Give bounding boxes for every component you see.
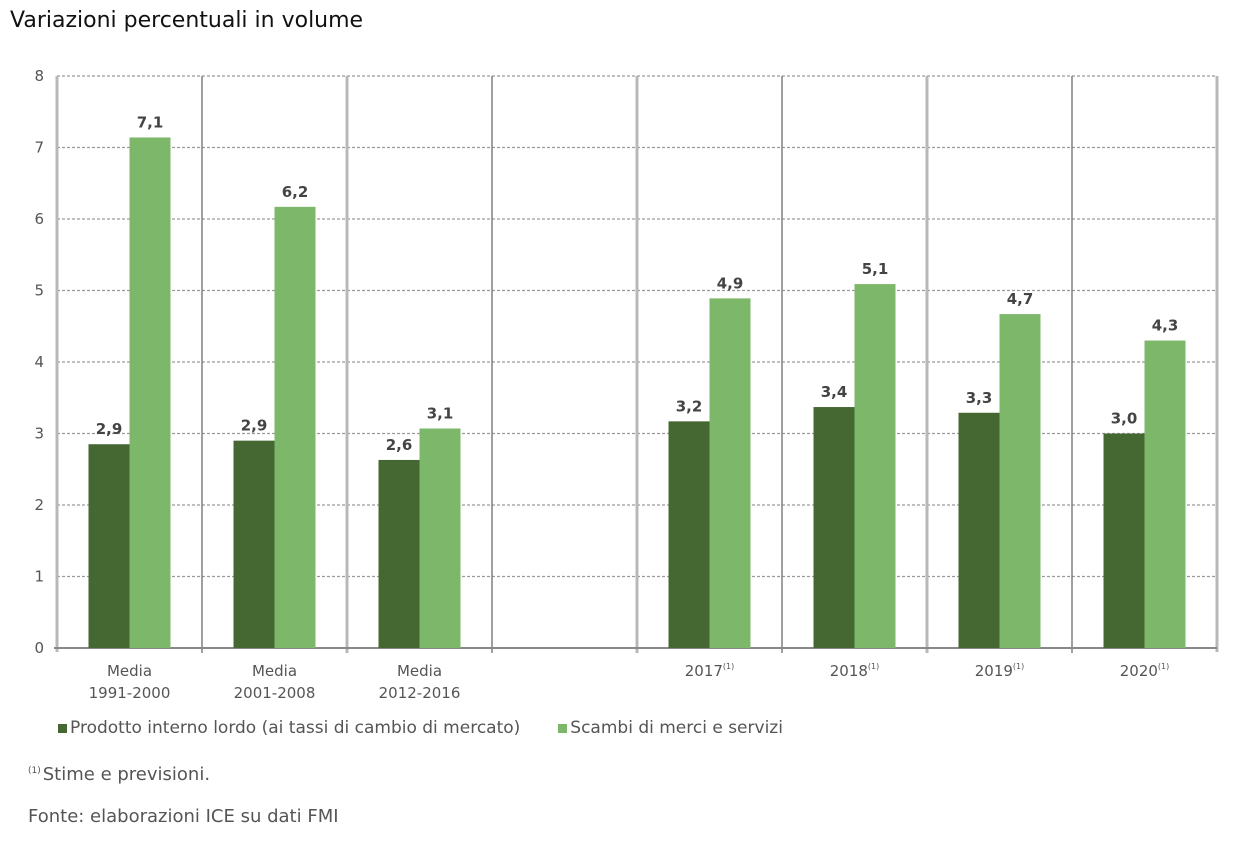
bar-gdp bbox=[958, 412, 1000, 648]
footnote-text: Stime e previsioni. bbox=[42, 764, 211, 785]
legend-item-gdp: Prodotto interno lordo (ai tassi di camb… bbox=[58, 718, 520, 738]
legend: Prodotto interno lordo (ai tassi di camb… bbox=[58, 718, 783, 738]
x-tick-label: Media bbox=[252, 662, 297, 680]
y-tick-label: 7 bbox=[34, 139, 44, 157]
bar-trade bbox=[129, 137, 171, 649]
x-tick-label: 2018(1) bbox=[830, 662, 880, 680]
x-tick-label: 2019(1) bbox=[975, 662, 1025, 680]
x-tick-label: Media bbox=[397, 662, 442, 680]
y-tick-label: 2 bbox=[34, 496, 44, 514]
legend-swatch-gdp bbox=[58, 723, 67, 733]
bar-trade bbox=[854, 284, 896, 648]
data-label: 2,6 bbox=[386, 436, 413, 454]
bar-gdp bbox=[233, 440, 275, 648]
data-label: 5,1 bbox=[862, 260, 889, 278]
data-label: 3,2 bbox=[676, 397, 703, 415]
bar-trade bbox=[709, 298, 751, 648]
data-label: 3,1 bbox=[427, 404, 454, 422]
bar-gdp bbox=[1103, 433, 1145, 648]
chart-title: Variazioni percentuali in volume bbox=[10, 8, 364, 33]
y-tick-label: 3 bbox=[34, 425, 44, 443]
data-label: 2,9 bbox=[96, 420, 123, 438]
legend-label-gdp: Prodotto interno lordo (ai tassi di camb… bbox=[70, 718, 521, 738]
data-label: 4,9 bbox=[717, 274, 744, 292]
bar-gdp bbox=[813, 407, 855, 648]
data-labels: 2,9 7,1 2,9 6,2 2,6 3,1 3,2 4,9 3,4 5,1 3,3 4,7 3,0 4… bbox=[96, 113, 1179, 453]
y-tick-label: 1 bbox=[34, 568, 44, 586]
x-tick-label: 2020(1) bbox=[1120, 662, 1170, 680]
y-tick-label: 6 bbox=[34, 210, 44, 228]
legend-label-trade: Scambi di merci e servizi bbox=[570, 718, 783, 738]
bar-gdp bbox=[378, 459, 420, 648]
gridlines bbox=[54, 75, 1219, 653]
y-tick-label: 0 bbox=[34, 639, 44, 657]
x-axis-labels: Media 1991-2000 Media 2001-2008 Media 2012-20… bbox=[89, 662, 1170, 702]
x-tick-label-line2: 1991-2000 bbox=[89, 684, 171, 702]
legend-swatch-trade bbox=[558, 723, 568, 733]
data-label: 3,0 bbox=[1111, 410, 1138, 428]
data-label: 3,4 bbox=[821, 383, 848, 401]
bar-gdp bbox=[88, 444, 130, 648]
bar-gdp bbox=[668, 421, 710, 648]
y-tick-label: 5 bbox=[34, 282, 44, 300]
y-axis-ticks: 0 1 2 3 4 5 6 7 8 bbox=[34, 67, 44, 657]
bar-trade bbox=[419, 428, 461, 648]
data-label: 4,3 bbox=[1152, 317, 1179, 335]
footnote-marker: (1) bbox=[28, 766, 41, 776]
data-label: 2,9 bbox=[241, 417, 268, 435]
y-tick-label: 8 bbox=[34, 67, 44, 85]
data-label: 6,2 bbox=[282, 183, 309, 201]
data-label: 3,3 bbox=[966, 389, 993, 407]
footnote: (1) Stime e previsioni. bbox=[28, 764, 210, 785]
bar-chart: 0 1 2 3 4 5 6 7 8 2,9 7,1 2,9 6,2 2,6 3,1 3,2 4,9 3,4 5,1… bbox=[34, 67, 1219, 702]
bar-trade bbox=[999, 314, 1041, 648]
x-tick-label-line2: 2012-2016 bbox=[379, 684, 461, 702]
data-label: 7,1 bbox=[137, 113, 164, 131]
x-tick-label: 2017(1) bbox=[685, 662, 735, 680]
x-tick-label: Media bbox=[107, 662, 152, 680]
y-tick-label: 4 bbox=[34, 353, 44, 371]
data-label: 4,7 bbox=[1007, 290, 1034, 308]
source-note: Fonte: elaborazioni ICE su dati FMI bbox=[28, 806, 339, 827]
bar-trade bbox=[1144, 340, 1186, 648]
bars bbox=[88, 137, 1186, 649]
legend-item-trade: Scambi di merci e servizi bbox=[558, 718, 783, 738]
x-tick-label-line2: 2001-2008 bbox=[234, 684, 316, 702]
bar-trade bbox=[274, 206, 316, 648]
